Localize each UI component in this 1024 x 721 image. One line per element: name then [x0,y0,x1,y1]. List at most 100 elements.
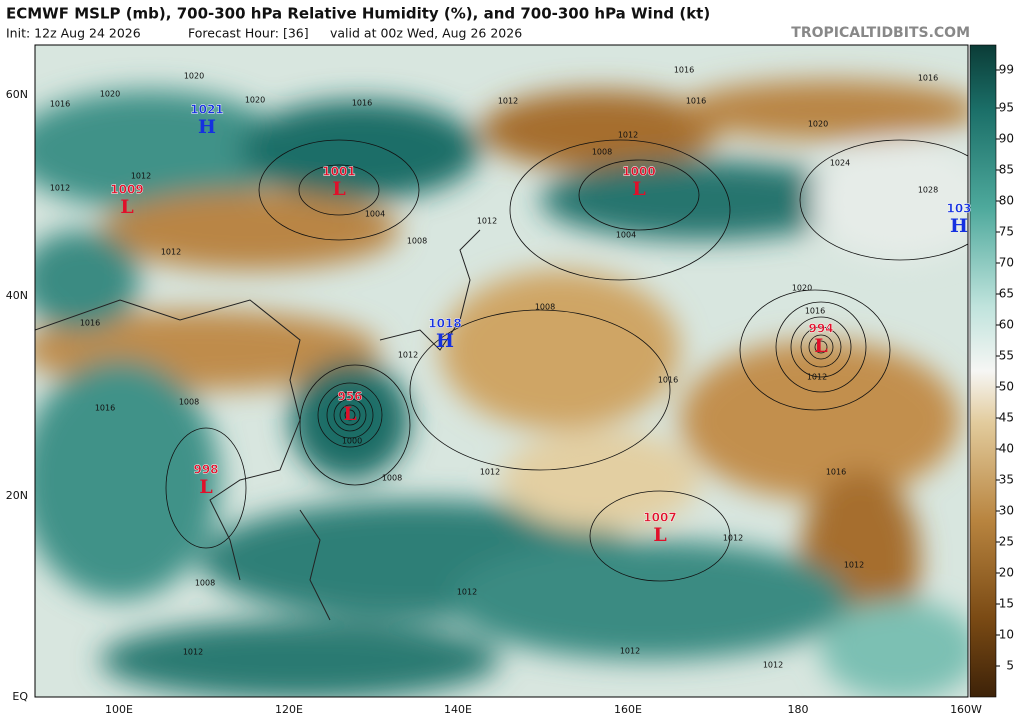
isobar-label: 1004 [616,231,636,240]
center-letter: H [950,215,968,237]
lat-label: 20N [6,489,28,502]
isobar-label: 1012 [398,351,418,360]
isobar-label: 1016 [352,99,372,108]
center-letter: L [199,476,212,498]
isobar-label: 1020 [792,284,812,293]
isobar-label: 1012 [620,647,640,656]
init: Init: 12z Aug 24 2026 [6,26,141,41]
isobar-label: 1020 [245,96,265,105]
isobar-label: 1012 [723,534,743,543]
lat-label: 40N [6,289,28,302]
colorbar-label: 45 [999,411,1014,425]
isobar-label: 1008 [592,148,612,157]
colorbar-label: 40 [999,442,1014,456]
center-letter: H [436,330,454,352]
isobar-label: 1008 [382,474,402,483]
isobar-label: 1016 [686,97,706,106]
lon-label: 120E [275,703,303,716]
lon-label: 160E [614,703,642,716]
center-value: 1000 [622,165,655,179]
isobar-label: 1000 [342,437,362,446]
lon-label: 160W [950,703,982,716]
isobar-label: 1020 [808,120,828,129]
colorbar-label: 70 [999,256,1014,270]
isobar-label: 1016 [826,468,846,477]
colorbar-label: 15 [999,597,1014,611]
isobar-label: 1012 [50,184,70,193]
colorbar-label: 10 [999,628,1014,642]
isobar-label: 1016 [918,74,938,83]
colorbar-label: 25 [999,535,1014,549]
isobar-label: 1016 [805,307,825,316]
colorbar-label: 65 [999,287,1014,301]
isobar-label: 1008 [179,398,199,407]
center-letter: L [653,524,666,546]
colorbar-label: 50 [999,380,1014,394]
map [35,45,968,697]
colorbar-label: 30 [999,504,1014,518]
isobar-label: 1020 [184,72,204,81]
center-letter: L [632,178,645,200]
center-letter: L [343,403,356,425]
isobar-label: 1016 [95,404,115,413]
isobar-label: 1012 [131,172,151,181]
center-letter: L [814,335,827,357]
colorbar-label: 95 [999,101,1014,115]
lat-label: EQ [12,690,28,703]
lat-label: 60N [6,88,28,101]
valid-time: valid at 00z Wed, Aug 26 2026 [330,26,522,41]
center-letter: L [120,196,133,218]
lon-label: 140E [444,703,472,716]
center-value: 1007 [643,511,676,525]
isobar-label: 1004 [365,210,385,219]
isobar-label: 1016 [80,319,100,328]
center-value: 1009 [110,183,143,197]
center-value: 103 [946,202,971,216]
isobar-label: 1020 [100,90,120,99]
center-letter: H [198,116,216,138]
colorbar-label: 85 [999,163,1014,177]
isobar-label: 1012 [498,97,518,106]
isobar-label: 1012 [763,661,783,670]
colorbar-label: 80 [999,194,1014,208]
center-value: 994 [808,322,833,336]
humidity-field [35,80,968,697]
isobar-label: 1012 [807,373,827,382]
colorbar-label: 5 [1006,659,1014,673]
lon-label: 180 [788,703,809,716]
isobar-label: 1012 [480,468,500,477]
isobar-label: 1008 [535,303,555,312]
map-frame [34,44,969,698]
watermark: TROPICALTIDBITS.COM [791,25,970,41]
center-value: 998 [193,463,218,477]
colorbar-label: 90 [999,132,1014,146]
isobar-label: 1012 [161,248,181,257]
colorbar-label: 60 [999,318,1014,332]
forecast-hour: Forecast Hour: [36] [188,26,309,41]
isobars [165,139,968,582]
colorbar-label: 20 [999,566,1014,580]
isobar-label: 1016 [50,100,70,109]
isobar-label: 1016 [658,376,678,385]
colorbar-label: 55 [999,349,1014,363]
isobar-label: 1028 [918,186,938,195]
center-letter: L [332,178,345,200]
center-value: 1018 [428,317,461,331]
center-value: 956 [337,390,362,404]
colorbar [969,44,997,698]
isobar-label: 1012 [618,131,638,140]
isobar-label: 1008 [407,237,427,246]
coastlines [35,229,481,621]
center-value: 1021 [190,103,223,117]
lon-label: 100E [105,703,133,716]
isobar-label: 1012 [183,648,203,657]
isobar-label: 1008 [195,579,215,588]
colorbar-label: 35 [999,473,1014,487]
title: ECMWF MSLP (mb), 700-300 hPa Relative Hu… [6,5,710,23]
isobar-label: 1012 [477,217,497,226]
center-value: 1001 [322,165,355,179]
colorbar-label: 99 [999,63,1014,77]
colorbar-label: 75 [999,225,1014,239]
isobar-label: 1012 [844,561,864,570]
